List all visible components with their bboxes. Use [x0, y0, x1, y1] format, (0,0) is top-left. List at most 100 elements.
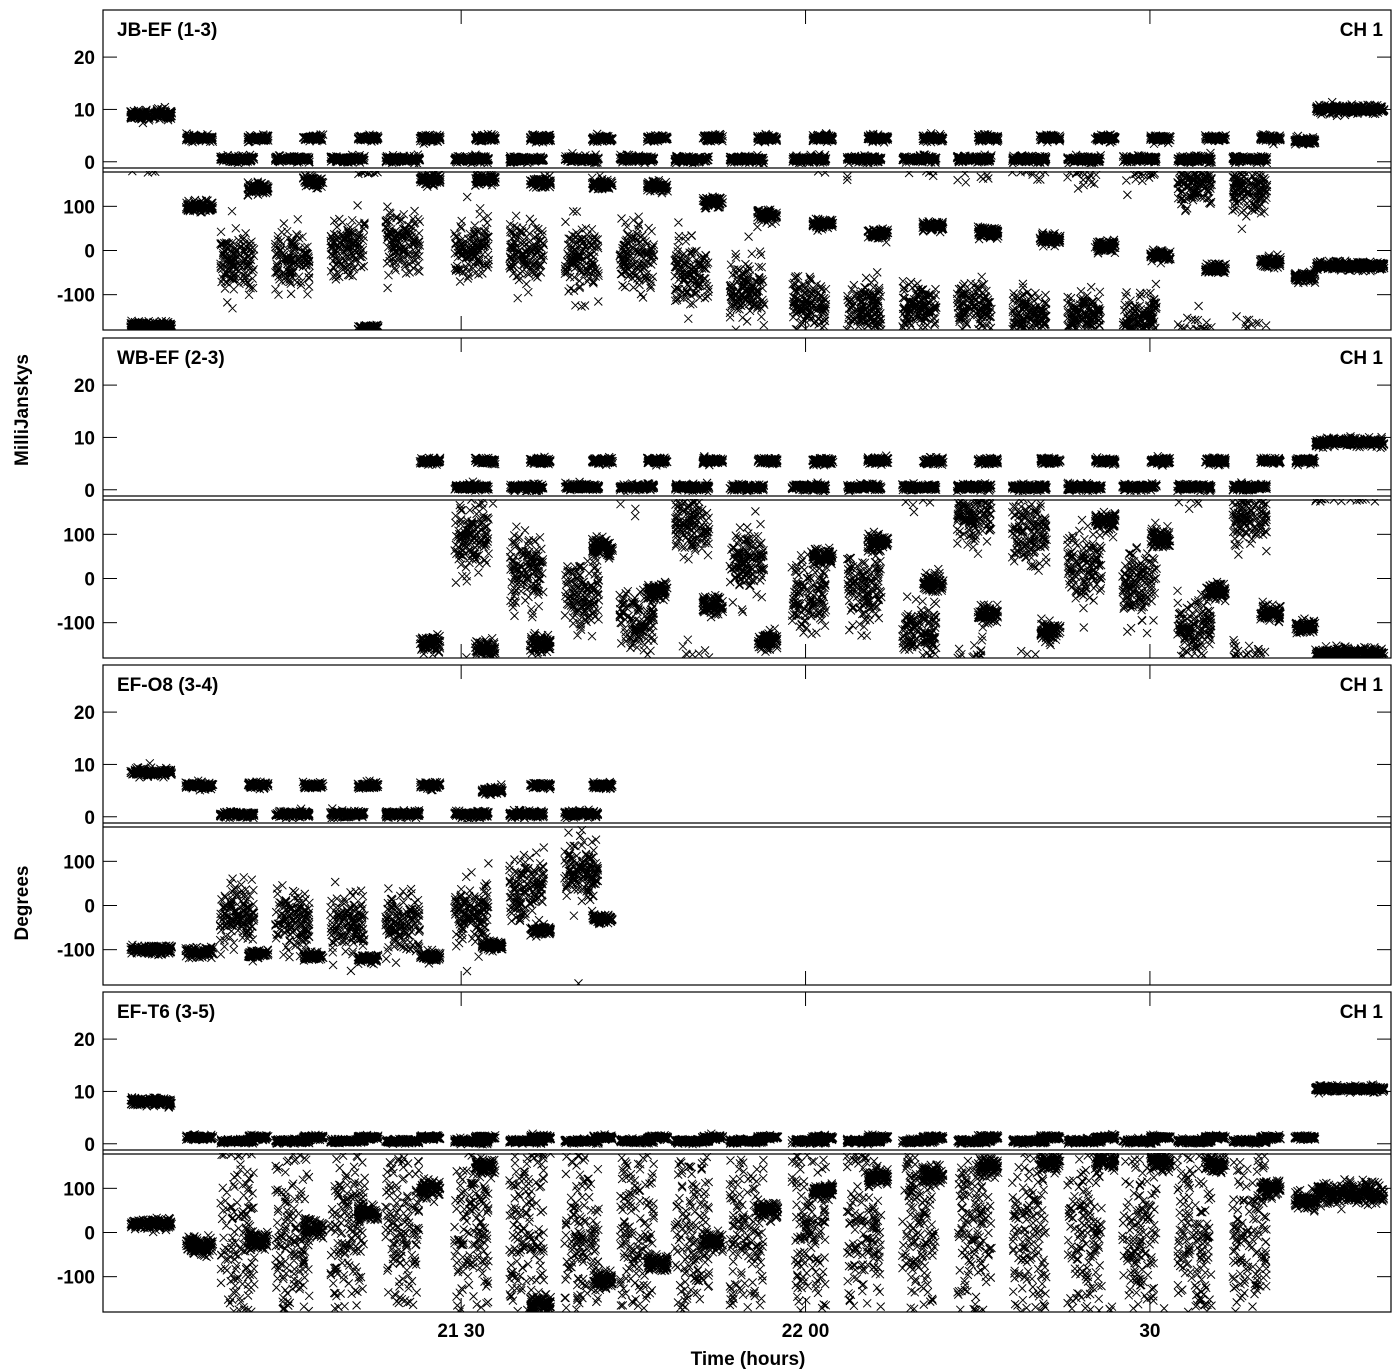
- amp-tick-label: 20: [74, 703, 95, 724]
- amplitude-scan-points: [415, 130, 445, 149]
- phase-scan-points: [787, 1153, 831, 1312]
- amplitude-scan-points: [1090, 1129, 1120, 1145]
- phase-scan-points: [587, 532, 618, 566]
- x-tick-label: 22 00: [782, 1321, 830, 1342]
- amplitude-scan-points: [918, 452, 948, 470]
- phase-scan-points: [1290, 265, 1320, 288]
- amplitude-scan-points: [353, 1130, 383, 1145]
- amplitude-scan-points: [587, 129, 617, 147]
- amplitude-scan-points: [216, 150, 259, 167]
- phase-tick-label: 0: [84, 242, 95, 263]
- amplitude-scan-points: [298, 777, 328, 793]
- baseline-label: JB-EF (1-3): [117, 20, 217, 41]
- baseline-label: WB-EF (2-3): [117, 348, 225, 369]
- phase-scan-points: [381, 1153, 424, 1310]
- phase-scan-points: [842, 172, 886, 330]
- amplitude-scan-points: [615, 150, 659, 167]
- phase-scan-points: [560, 207, 603, 311]
- amplitude-scan-points: [1146, 451, 1175, 470]
- amplitude-scan-points: [326, 150, 369, 167]
- amplitude-scan-points: [126, 758, 177, 782]
- amplitude-scan-points: [126, 1093, 176, 1112]
- amplitude-scan-points: [863, 451, 893, 469]
- phase-scan-points: [1007, 171, 1051, 330]
- phase-scan-points: [326, 201, 369, 284]
- phase-scan-points: [1146, 518, 1175, 552]
- phase-scan-points: [505, 211, 549, 303]
- phase-tick-label: 0: [84, 1224, 95, 1245]
- amp-tick-label: 0: [84, 808, 95, 829]
- phase-scan-points: [470, 171, 500, 191]
- phase-scan-points: [450, 192, 494, 286]
- phase-scan-points: [505, 843, 549, 926]
- amplitude-scan-points: [842, 151, 886, 167]
- phase-scan-points: [381, 202, 425, 293]
- phase-scan-points: [1118, 1153, 1161, 1312]
- phase-scan-points: [642, 577, 672, 605]
- phase-scan-points: [525, 628, 555, 658]
- phase-scan-points: [1007, 1153, 1051, 1312]
- amplitude-scan-points: [1090, 452, 1120, 469]
- phase-scan-points: [697, 1225, 728, 1257]
- phase-scan-points: [215, 872, 259, 959]
- amplitude-scan-points: [1291, 453, 1320, 470]
- amplitude-scan-points: [560, 805, 603, 822]
- amplitude-scan-points: [788, 149, 831, 167]
- phase-scan-points: [842, 543, 886, 641]
- phase-scan-points: [470, 1153, 500, 1312]
- phase-scan-points: [415, 945, 445, 968]
- amplitude-scan-points: [642, 130, 672, 146]
- amplitude-scan-points: [753, 453, 782, 469]
- phase-scan-points: [973, 1153, 1003, 1183]
- phase-tick-label: 100: [63, 1179, 95, 1200]
- amplitude-scan-points: [450, 806, 493, 822]
- phase-scan-points: [1200, 577, 1230, 606]
- phase-tick-label: -100: [57, 286, 95, 307]
- channel-label: CH 1: [1340, 20, 1384, 41]
- phase-scan-points: [1173, 1153, 1216, 1312]
- amplitude-scan-points: [415, 453, 445, 469]
- amplitude-scan-points: [505, 805, 549, 822]
- phase-scan-points: [353, 171, 383, 330]
- phase-scan-points: [181, 1230, 218, 1262]
- amplitude-scan-points: [1290, 1131, 1320, 1145]
- phase-scan-points: [325, 1153, 370, 1312]
- phase-scan-points: [1063, 171, 1106, 330]
- phase-scan-points: [298, 171, 328, 193]
- amplitude-scan-points: [298, 1130, 328, 1145]
- channel-label: CH 1: [1340, 348, 1384, 369]
- phase-tick-label: 100: [63, 197, 95, 218]
- phase-scan-points: [808, 1179, 838, 1205]
- phase-scan-points: [753, 624, 782, 657]
- amplitude-scan-points: [898, 479, 941, 495]
- amplitude-scan-points: [588, 777, 617, 794]
- phase-scan-points: [560, 556, 604, 641]
- phase-scan-points: [918, 1160, 948, 1191]
- amplitude-scan-points: [353, 130, 383, 146]
- phase-scan-points: [1063, 1153, 1106, 1312]
- phase-scan-points: [1007, 499, 1051, 658]
- amplitude-scan-points: [525, 130, 556, 147]
- phase-scan-points: [615, 1153, 659, 1312]
- phase-scan-points: [526, 1153, 556, 1312]
- phase-scan-points: [181, 942, 218, 963]
- amplitude-scan-points: [973, 1130, 1003, 1145]
- amplitude-scan-points: [477, 780, 507, 800]
- phase-scan-points: [126, 1213, 176, 1237]
- phase-scan-points: [505, 1153, 549, 1312]
- amplitude-scan-points: [698, 452, 728, 470]
- phase-scan-points: [1311, 256, 1389, 276]
- phase-scan-points: [698, 590, 728, 622]
- phase-scan-points: [898, 171, 941, 330]
- phase-scan-points: [415, 1174, 445, 1207]
- amplitude-scan-points: [381, 805, 425, 822]
- phase-scan-points: [1256, 1176, 1285, 1206]
- amplitude-scan-points: [1228, 478, 1271, 495]
- amplitude-scan-points: [470, 129, 500, 146]
- amplitude-scan-points: [753, 1130, 783, 1146]
- amp-tick-label: 20: [74, 48, 95, 69]
- amplitude-scan-points: [587, 452, 618, 470]
- phase-scan-points: [973, 600, 1003, 628]
